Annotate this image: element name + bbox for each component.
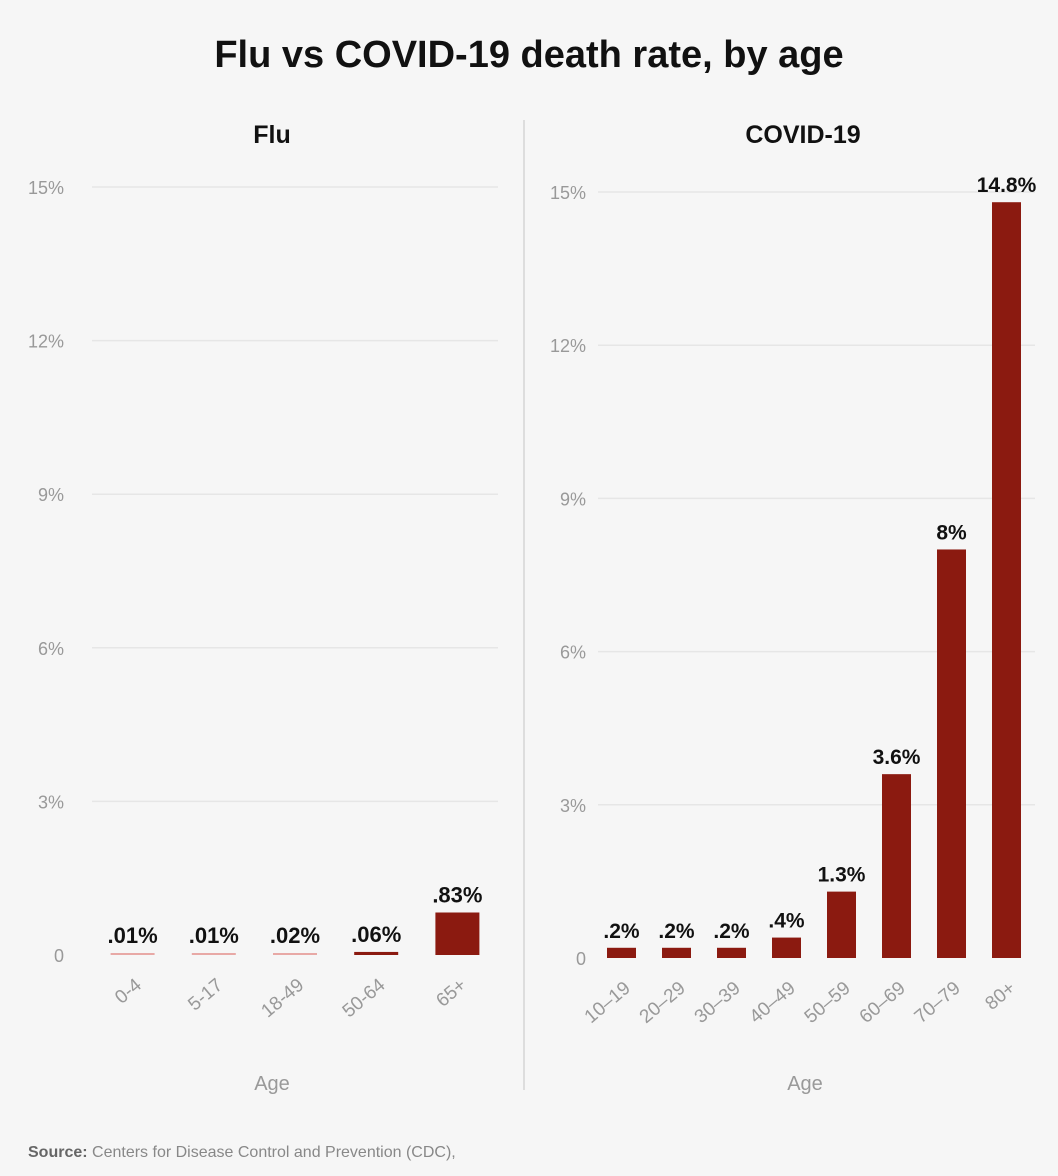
chart-title: Flu vs COVID-19 death rate, by age <box>214 34 844 76</box>
data-label: .2% <box>658 920 695 943</box>
y-tick-label: 9% <box>560 489 586 509</box>
data-label: .02% <box>270 923 320 948</box>
source-label: Source: <box>28 1144 88 1161</box>
y-tick-label: 0 <box>54 946 64 966</box>
bar <box>882 774 911 958</box>
data-label: .2% <box>713 920 750 943</box>
data-label: 14.8% <box>977 174 1037 197</box>
y-tick-label: 0 <box>576 949 586 969</box>
bar <box>191 953 236 955</box>
flu-panel: Flu 0 3% 6% 9% 12% 15% .01% 0-4 .01% 5-17 .02% 18-49… <box>28 121 498 1095</box>
data-label: 1.3% <box>818 864 866 887</box>
data-label: .83% <box>432 883 482 908</box>
y-tick-label: 3% <box>38 792 64 812</box>
data-label: .06% <box>351 922 401 947</box>
bar <box>717 947 746 958</box>
x-tick-label: 10–19 <box>581 978 635 1028</box>
y-tick-label: 6% <box>560 643 586 663</box>
x-axis-title: Age <box>787 1073 823 1095</box>
bar <box>992 202 1021 959</box>
y-tick-label: 12% <box>550 336 586 356</box>
bar <box>354 951 399 955</box>
source-text: Centers for Disease Control and Preventi… <box>92 1144 456 1161</box>
x-tick-label: 5-17 <box>184 975 227 1016</box>
bar <box>937 549 966 958</box>
x-tick-label: 20–29 <box>636 978 690 1028</box>
bar <box>110 953 155 955</box>
x-tick-label: 0-4 <box>111 974 146 1008</box>
x-tick-label: 65+ <box>432 975 470 1012</box>
x-tick-label: 50-64 <box>339 974 390 1022</box>
data-label: .01% <box>108 923 158 948</box>
x-tick-label: 40–49 <box>746 978 800 1028</box>
bar <box>273 953 317 955</box>
bar <box>772 937 801 958</box>
x-tick-label: 50–59 <box>801 978 855 1028</box>
panel-title: COVID-19 <box>745 121 860 149</box>
source-note: Source: Centers for Disease Control and … <box>28 1144 456 1162</box>
y-tick-label: 6% <box>38 639 64 659</box>
y-tick-label: 3% <box>560 796 586 816</box>
x-tick-label: 60–69 <box>856 978 910 1028</box>
y-tick-label: 15% <box>28 178 64 198</box>
data-label: 3.6% <box>873 746 921 769</box>
y-tick-label: 15% <box>550 183 586 203</box>
covid-panel: COVID-19 0 3% 6% 9% 12% 15% .2% 10–19 .2% 20–29 .2%… <box>550 121 1037 1095</box>
data-label: .2% <box>603 920 640 943</box>
data-label: 8% <box>936 521 967 544</box>
bar <box>435 912 480 955</box>
bar <box>827 891 856 958</box>
x-tick-label: 30–39 <box>691 978 745 1028</box>
x-axis-title: Age <box>254 1073 290 1095</box>
panel-title: Flu <box>253 121 291 149</box>
x-tick-label: 80+ <box>982 978 1020 1015</box>
bar <box>607 947 636 958</box>
data-label: .4% <box>768 910 805 933</box>
x-tick-label: 70–79 <box>911 978 965 1028</box>
bar <box>662 947 691 958</box>
y-tick-label: 12% <box>28 332 64 352</box>
x-tick-label: 18-49 <box>257 975 308 1022</box>
data-label: .01% <box>189 923 239 948</box>
y-tick-label: 9% <box>38 485 64 505</box>
